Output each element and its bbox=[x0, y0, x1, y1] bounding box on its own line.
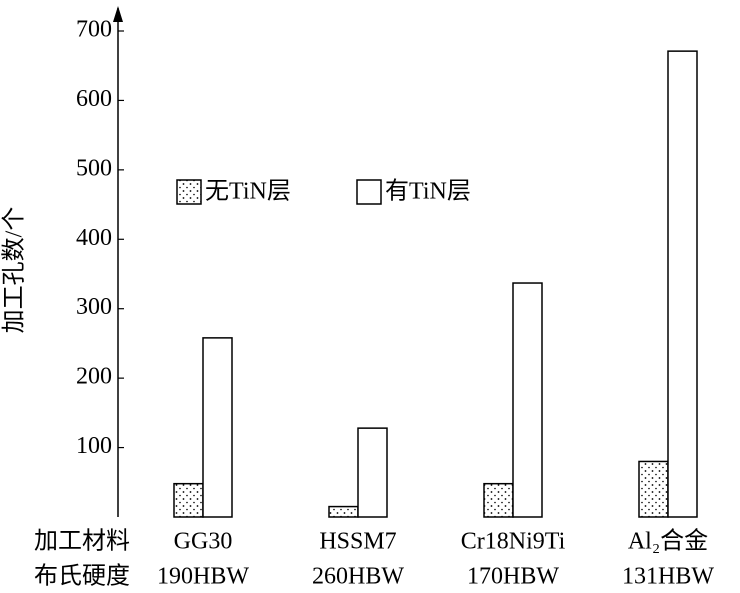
y-tick-label: 200 bbox=[76, 364, 112, 390]
x-tick-sublabel: 190HBW bbox=[157, 564, 249, 590]
bar bbox=[202, 337, 233, 518]
x-tick-sublabel: 260HBW bbox=[312, 564, 404, 590]
axis-arrow bbox=[113, 6, 123, 22]
y-tick-label: 600 bbox=[76, 86, 112, 112]
row-label: 加工材料 bbox=[34, 528, 130, 555]
y-tick-label: 300 bbox=[76, 294, 112, 320]
legend-swatch bbox=[176, 179, 202, 205]
x-tick-sublabel: 131HBW bbox=[622, 564, 714, 590]
legend-label: 有TiN层 bbox=[385, 178, 471, 205]
x-tick-label: Cr18Ni9Ti bbox=[461, 529, 566, 555]
y-axis-label: 加工孔数/个 bbox=[1, 207, 28, 334]
legend-swatch bbox=[356, 179, 382, 205]
x-tick-label: HSSM7 bbox=[319, 529, 396, 555]
bar bbox=[357, 427, 388, 518]
x-tick-label: Al₂合金 bbox=[628, 528, 708, 555]
y-tick-label: 100 bbox=[76, 433, 112, 459]
bar bbox=[667, 50, 698, 518]
x-tick-sublabel: 170HBW bbox=[467, 564, 559, 590]
row-label: 布氏硬度 bbox=[34, 563, 130, 590]
bar bbox=[483, 482, 514, 518]
legend-label: 无TiN层 bbox=[205, 179, 291, 205]
y-tick-label: 400 bbox=[76, 225, 112, 251]
bar bbox=[328, 505, 359, 518]
bar bbox=[638, 460, 669, 518]
y-tick-label: 700 bbox=[76, 17, 112, 43]
x-tick-label: GG30 bbox=[174, 529, 233, 555]
bar bbox=[173, 482, 204, 518]
y-tick-label: 500 bbox=[76, 155, 112, 181]
bar bbox=[512, 282, 543, 518]
